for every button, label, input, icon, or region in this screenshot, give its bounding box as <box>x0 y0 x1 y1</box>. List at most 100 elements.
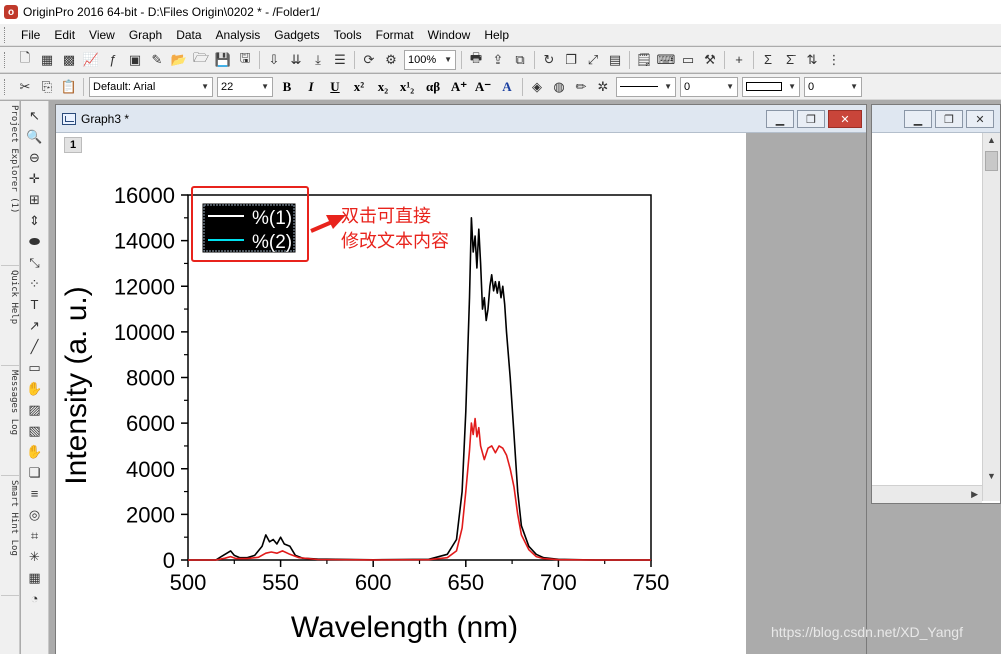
secondary-window-titlebar[interactable]: ▁ ❐ ✕ <box>872 105 1000 133</box>
code-builder-icon[interactable]: ⚒ <box>704 51 716 67</box>
arrow-tool-icon[interactable]: ↗ <box>29 317 40 333</box>
more-tools-icon[interactable]: ≡ <box>30 486 39 501</box>
copy-page-icon[interactable]: ⧉ <box>515 51 525 67</box>
refresh-icon[interactable]: ↻ <box>543 51 555 67</box>
new-layout-icon[interactable]: ▣ <box>128 51 142 67</box>
sort-icon[interactable]: ⇅ <box>806 51 818 67</box>
rescale-icon[interactable]: ⤢ <box>587 51 599 67</box>
statistics-icon[interactable]: Σ̄ <box>785 52 795 67</box>
close-button[interactable]: ✕ <box>966 110 994 128</box>
menu-data[interactable]: Data <box>176 27 202 42</box>
line-width-select[interactable]: 0 ▼ <box>680 76 738 97</box>
new-notes-icon[interactable]: ✎ <box>151 51 163 67</box>
bold-button[interactable]: B <box>282 78 292 94</box>
line-tool-icon[interactable]: ╱ <box>30 338 39 354</box>
add-column-icon[interactable]: + <box>735 52 743 67</box>
legend-icon[interactable]: ◔ <box>30 591 39 606</box>
subscript-icon[interactable]: x₂ <box>377 78 389 94</box>
close-button[interactable]: ✕ <box>828 110 862 128</box>
print-icon[interactable]: 🖶 <box>469 49 483 65</box>
menu-format[interactable]: Format <box>375 27 414 42</box>
scroll-right-icon[interactable]: ▶ <box>971 489 978 499</box>
new-function-icon[interactable]: ƒ <box>109 52 117 67</box>
zoom-in-icon[interactable]: 🔍 <box>26 128 43 144</box>
line-color-icon[interactable]: ✏ <box>575 78 587 94</box>
underline-button[interactable]: U <box>330 78 340 94</box>
data-reader-icon[interactable]: ⊞ <box>29 191 40 207</box>
menu-graph[interactable]: Graph <box>128 27 163 42</box>
insert-image-icon[interactable]: ▧ <box>28 422 41 438</box>
import-wizard-icon[interactable]: ⤓ <box>315 51 321 67</box>
plot-canvas[interactable]: 500 550 600 650 700 750 0 2000 4000 6000 8000 10000… <box>56 133 746 654</box>
menu-file[interactable]: File <box>21 27 41 42</box>
scroll-thumb[interactable] <box>985 151 998 171</box>
sum-icon[interactable]: Σ <box>763 52 773 67</box>
toolbar-grip[interactable] <box>4 78 8 95</box>
symbol-icon[interactable]: ✲ <box>597 78 609 94</box>
batch-icon[interactable]: ☰ <box>334 51 346 67</box>
save-template-icon[interactable]: 🖫 <box>239 49 251 65</box>
export-icon[interactable]: ⇪ <box>492 51 504 67</box>
font-color-icon[interactable]: A <box>502 78 512 94</box>
zoom-out-icon[interactable]: ⊖ <box>29 149 40 165</box>
horizontal-scrollbar[interactable]: ▶ <box>872 485 982 503</box>
rectangle-tool-icon[interactable]: ▭ <box>28 359 41 375</box>
layer-tag[interactable]: 1 <box>64 137 82 153</box>
restore-button[interactable]: ❐ <box>797 110 825 128</box>
duplicate-icon[interactable]: ❐ <box>565 51 577 67</box>
hand-icon[interactable]: ✋ <box>26 380 43 396</box>
project-explorer-tab[interactable]: Project Explorer (1) <box>1 101 19 266</box>
copy-icon[interactable]: ⎘ <box>41 78 53 94</box>
restore-button[interactable]: ❐ <box>935 110 963 128</box>
scroll-down-icon[interactable]: ▼ <box>987 471 996 481</box>
menu-grip[interactable] <box>4 26 8 43</box>
smart-hint-log-tab[interactable]: Smart Hint Log <box>1 476 19 596</box>
mask-icon[interactable]: ⬬ <box>28 233 41 249</box>
graph-window[interactable]: Graph3 * ▁ ❐ ✕ 1 500 550 600 650 700 750 0 2000… <box>55 104 867 654</box>
line-style-select[interactable]: ▼ <box>616 76 676 97</box>
layer-icon[interactable]: ❏ <box>28 464 41 480</box>
import-multiple-icon[interactable]: ⇊ <box>290 51 302 67</box>
cut-icon[interactable]: ✂ <box>19 78 31 94</box>
quick-help-tab[interactable]: Quick Help <box>1 266 19 366</box>
paste-icon[interactable]: 📋 <box>60 78 78 94</box>
circle-tool-icon[interactable]: ◎ <box>28 506 41 522</box>
toolbar-grip[interactable] <box>4 51 8 68</box>
screen-reader-icon[interactable]: ✛ <box>29 170 40 186</box>
recalculate-icon[interactable]: ⟳ <box>363 51 375 67</box>
graph-window-titlebar[interactable]: Graph3 * ▁ ❐ ✕ <box>56 105 866 133</box>
new-matrix-icon[interactable]: ▩ <box>62 51 76 67</box>
pointer-icon[interactable]: ↖ <box>29 107 40 123</box>
menu-help[interactable]: Help <box>484 27 510 42</box>
new-workbook-icon[interactable]: ▦ <box>40 51 54 67</box>
fill-color-icon[interactable]: ◈ <box>532 78 542 94</box>
scroll-up-icon[interactable]: ▲ <box>987 135 996 145</box>
menu-window[interactable]: Window <box>427 27 471 42</box>
menu-view[interactable]: View <box>89 27 115 42</box>
superscript-icon[interactable]: x² <box>353 78 365 94</box>
new-graph-icon[interactable]: 📈 <box>82 51 100 67</box>
menu-edit[interactable]: Edit <box>54 27 76 42</box>
zoom-select[interactable]: 100% ▼ <box>404 49 456 70</box>
increase-font-icon[interactable]: A⁺ <box>450 78 468 94</box>
greek-button[interactable]: αβ <box>425 78 441 94</box>
table-icon[interactable]: ▦ <box>28 569 41 585</box>
menu-analysis[interactable]: Analysis <box>215 27 261 42</box>
project-explorer-icon[interactable]: ▤ <box>608 51 622 67</box>
font-size-select[interactable]: 22 ▼ <box>217 76 273 97</box>
vertical-scrollbar[interactable]: ▲ ▼ <box>982 133 1000 501</box>
border-style-select[interactable]: ▼ <box>742 76 800 97</box>
graph-page[interactable]: 1 500 550 600 650 700 750 0 2000 4000 6000 8000 100… <box>56 133 866 654</box>
open-icon[interactable]: 📂 <box>170 51 188 67</box>
script-window-icon[interactable]: ⌨ <box>656 51 676 67</box>
decrease-font-icon[interactable]: A⁻ <box>474 78 492 94</box>
run-icon[interactable]: ⚙ <box>385 51 397 67</box>
font-select[interactable]: Default: Arial ▼ <box>89 76 213 97</box>
menu-gadgets[interactable]: Gadgets <box>274 27 320 42</box>
italic-button[interactable]: I <box>308 78 314 94</box>
annotation-icon[interactable]: ✳ <box>29 548 40 564</box>
import-icon[interactable]: ⇩ <box>268 51 280 67</box>
results-log-icon[interactable]: 🗒 <box>635 51 653 67</box>
origin-app-icon[interactable]: o <box>4 5 18 19</box>
open-template-icon[interactable]: 🗁 <box>192 49 210 65</box>
